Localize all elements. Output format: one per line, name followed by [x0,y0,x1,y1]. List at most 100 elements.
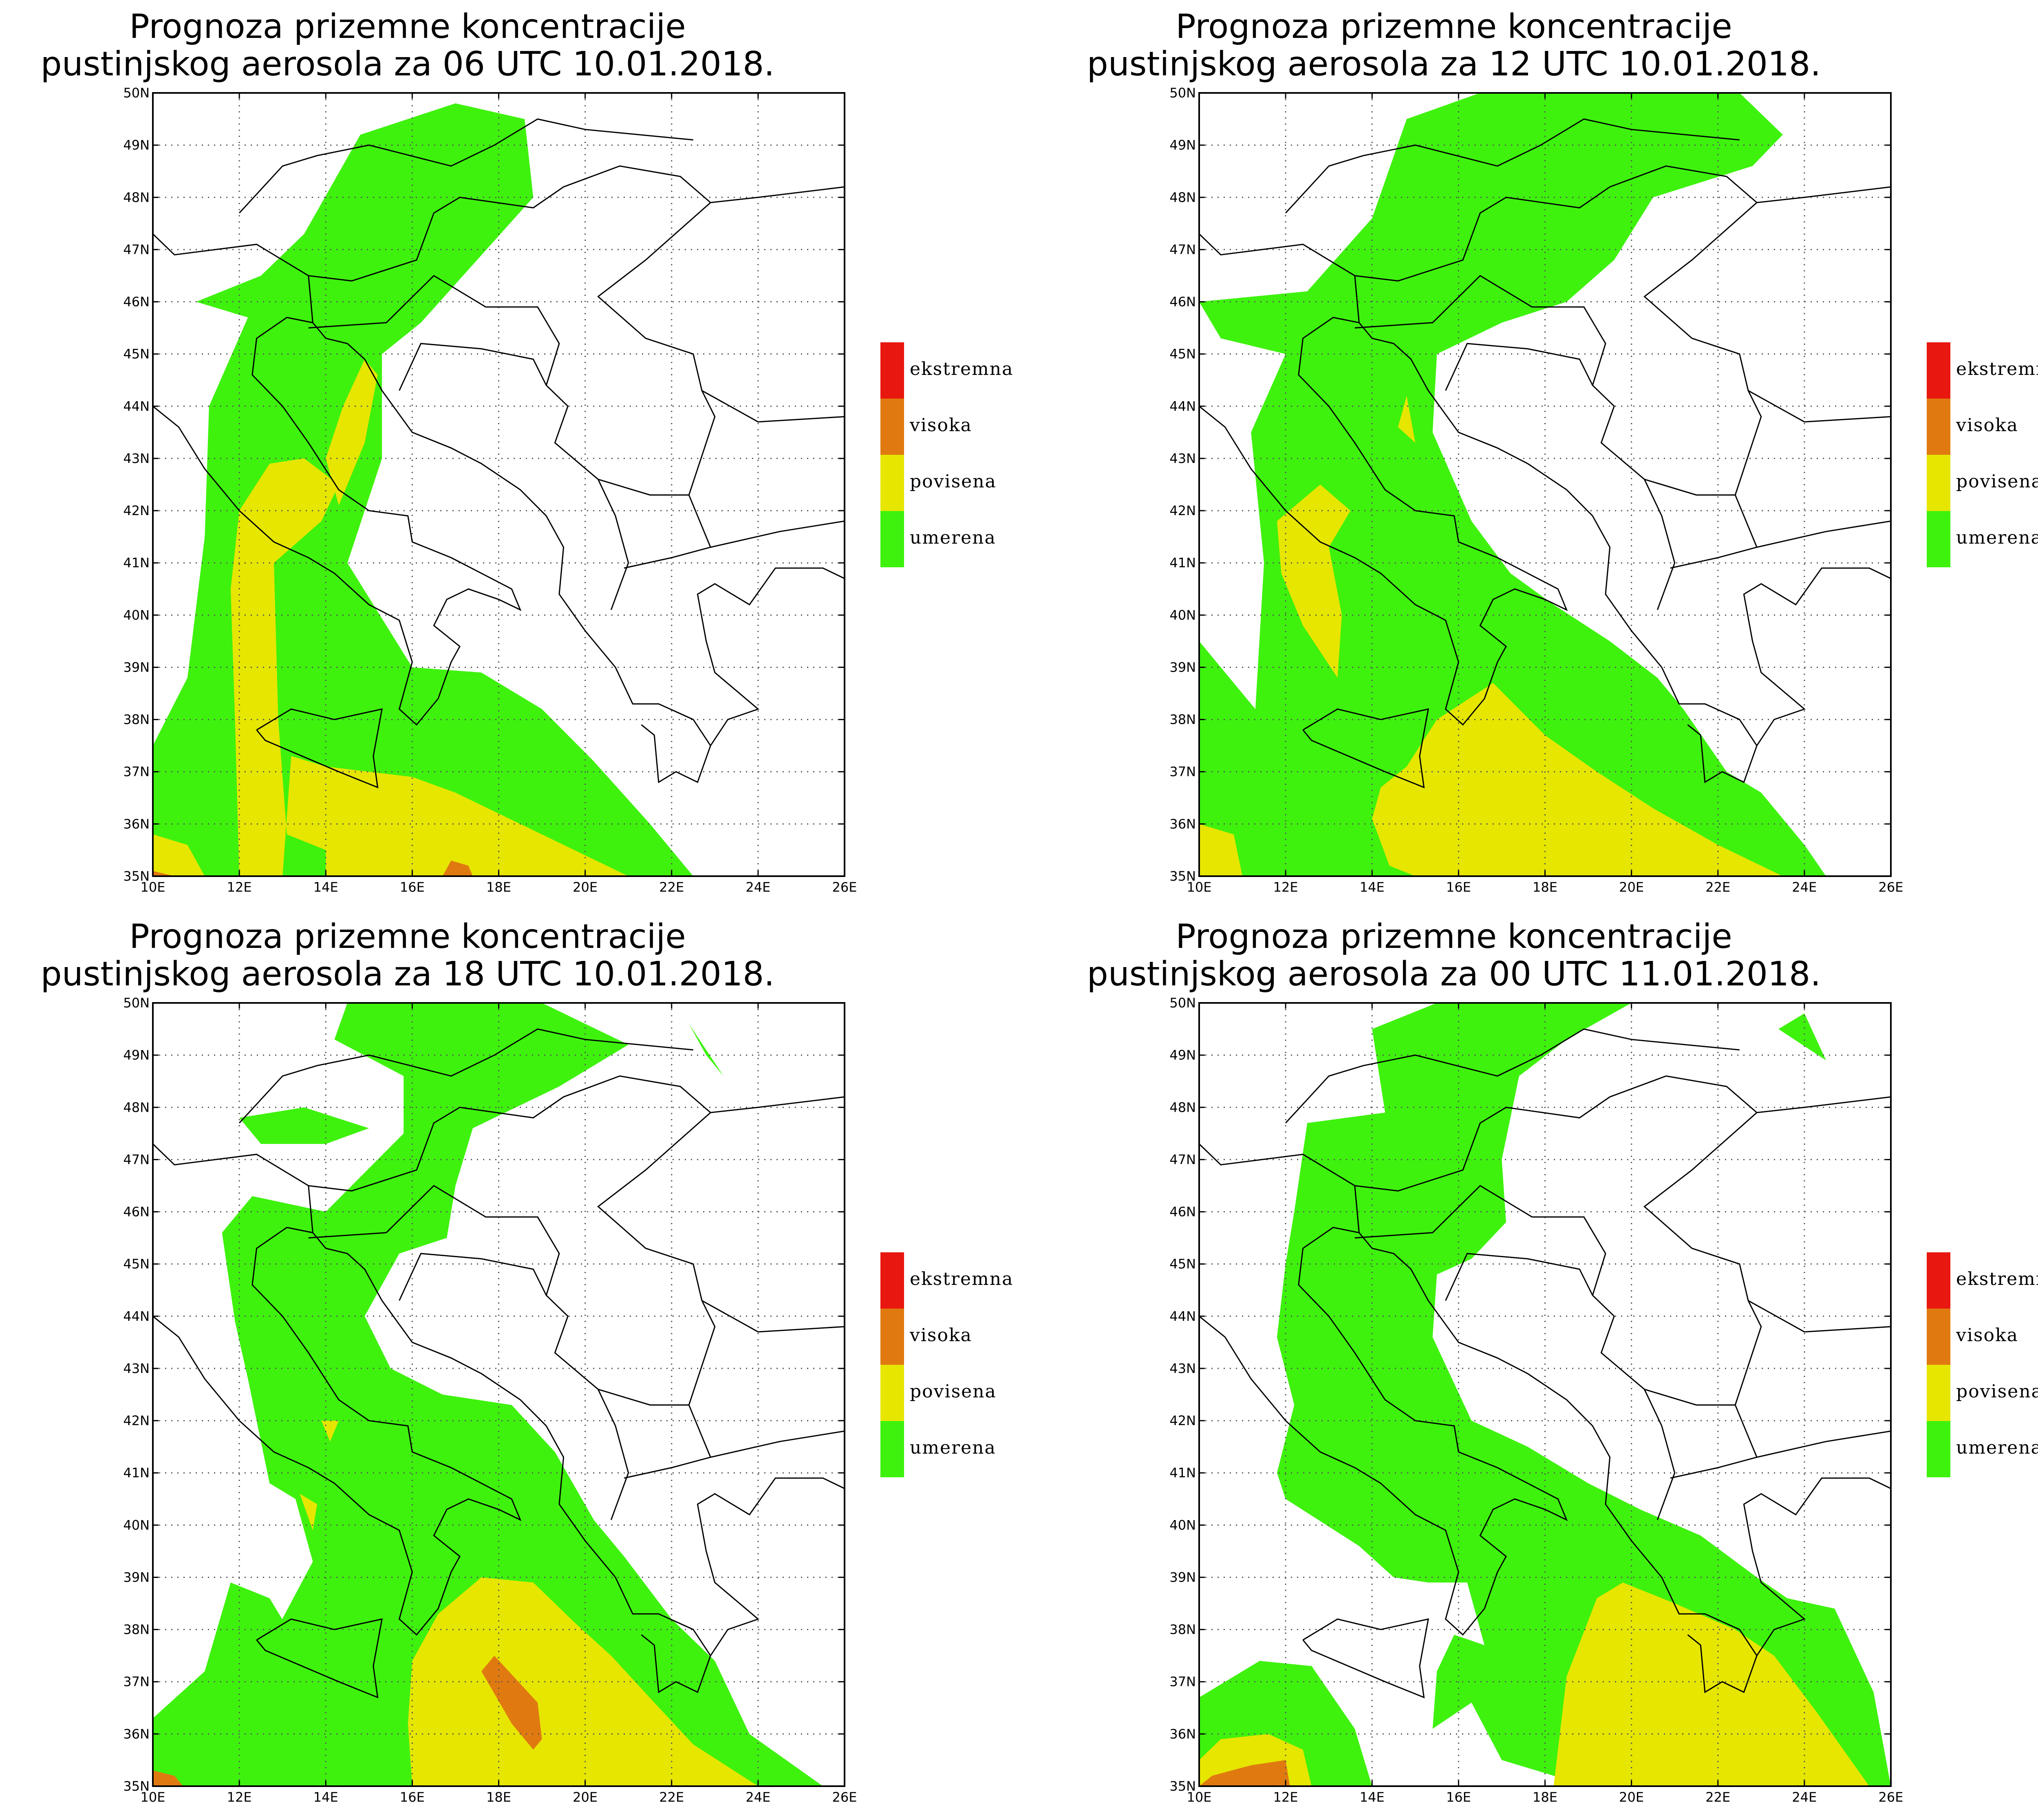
panel-title: Prognoza prizemne koncentracije pustinjsk… [1046,918,1862,993]
lat-tick-label: 50N [1169,995,1196,1011]
legend-swatch [880,1365,904,1421]
geo-bordersA [1199,233,1360,323]
legend-swatch [1927,399,1950,455]
legend-swatch [880,1252,904,1309]
lat-tick-label: 50N [1169,85,1196,101]
field-green-1 [153,1003,823,1786]
field-orange-5 [442,860,473,876]
lat-tick-label: 47N [123,242,150,257]
panel-title-line2: pustinjskog aerosola za 00 UTC 11.01.201… [1087,955,1821,994]
lon-tick-label: 26E [1879,1789,1903,1805]
field-yellow-2 [1277,485,1351,678]
lat-tick-label: 38N [1169,712,1196,727]
lon-tick-label: 14E [1360,879,1385,895]
geo-bordersC [1285,118,1740,214]
lat-tick-label: 48N [1169,1099,1196,1115]
lat-tick-label: 49N [123,1047,150,1063]
legend-swatch [880,1309,904,1365]
lon-tick-label: 26E [832,879,857,895]
lon-tick-label: 14E [1360,1789,1385,1805]
geo-italyWest [1199,317,1568,726]
axis-ticks [1198,92,1892,877]
field-yellow-4 [300,1494,317,1531]
legend-label: umerena [910,1437,996,1458]
legend-label: visoka [1956,1325,2018,1346]
field-yellow-2 [1553,1582,1869,1786]
geo-bordersG [597,202,716,496]
panel-title-line2: pustinjskog aerosola za 12 UTC 10.01.201… [1087,45,1821,84]
concentration-fields [153,103,693,876]
geo-bordersF [598,1388,712,1479]
geo-bordersF [1644,1388,1758,1479]
field-yellow-2 [230,458,629,876]
field-green-8 [689,1024,723,1076]
lat-tick-label: 41N [123,1465,150,1481]
forecast-panel-3: Prognoza prizemne koncentracije pustinjsk… [0,910,1046,1820]
lat-tick-label: 43N [123,1361,150,1376]
lat-tick-label: 46N [1169,1204,1196,1220]
lat-tick-label: 35N [123,868,150,884]
geo-aegean [1743,1477,1891,1656]
graticule [153,1003,845,1786]
lat-tick-label: 49N [1169,137,1196,153]
geo-bordersH [710,1430,845,1458]
axis-ticks [152,1002,845,1787]
lon-tick-label: 26E [832,1789,857,1805]
map-plot-area [1199,93,1891,876]
lon-tick-label: 20E [1619,879,1644,895]
lon-tick-label: 20E [1619,1789,1644,1805]
graticule [1199,1003,1891,1786]
field-yellow-3 [1398,396,1416,443]
lat-tick-label: 43N [1169,451,1196,466]
legend-swatch [1927,342,1950,399]
field-green-6 [1778,1013,1826,1060]
geo-bordersE [399,343,547,391]
field-orange-6 [153,871,174,876]
lon-tick-label: 16E [400,1789,425,1805]
lat-tick-label: 39N [1169,659,1196,675]
geo-aegean [697,1477,845,1656]
geo-bordersE [1445,1253,1593,1301]
lat-tick-label: 45N [123,346,150,362]
geo-bordersC [1285,1028,1740,1124]
lon-tick-label: 10E [141,879,165,895]
forecast-panel-1: Prognoza prizemne koncentracije pustinjsk… [0,0,1046,910]
legend-label: povisena [1956,471,2038,492]
geo-sicily [256,708,383,789]
lon-tick-label: 16E [1446,1789,1471,1805]
field-yellow-4 [1372,683,1783,876]
lon-tick-label: 14E [313,1789,338,1805]
lon-tick-label: 10E [1187,1789,1212,1805]
geo-bordersB [1354,165,1891,282]
lat-tick-label: 36N [123,1726,150,1742]
coastlines-borders [153,118,845,789]
lon-tick-label: 24E [746,879,770,895]
geo-bordersI [701,390,845,423]
panel-title-line1: Prognoza prizemne koncentracije [129,7,686,46]
geo-sicily [1302,708,1429,789]
lon-tick-label: 22E [659,879,684,895]
lon-tick-label: 22E [659,1789,684,1805]
geo-aegean [697,567,845,746]
legend-swatch [1927,455,1950,511]
lat-tick-label: 44N [1169,1309,1196,1324]
legend-label: visoka [910,415,972,436]
geo-bordersG [1643,1112,1762,1406]
legend-swatch [1927,1421,1950,1477]
lon-tick-label: 22E [1705,1789,1730,1805]
legend-swatch [1927,1309,1950,1365]
concentration-fields [1199,1003,1891,1786]
lat-tick-label: 40N [123,1517,150,1533]
legend-label: ekstremna [1956,359,2038,379]
graticule [1199,93,1891,876]
forecast-panel-2: Prognoza prizemne koncentracije pustinjsk… [1046,0,2038,910]
lon-tick-label: 18E [1533,1789,1557,1805]
lat-tick-label: 43N [123,451,150,466]
panel-title: Prognoza prizemne koncentracije pustinjsk… [1046,8,1862,83]
lat-tick-label: 38N [123,712,150,727]
lon-tick-label: 16E [1446,879,1471,895]
geo-bordersB [1354,1075,1891,1192]
legend-label: visoka [1956,415,2018,436]
lat-tick-label: 49N [123,137,150,153]
lat-tick-label: 50N [123,85,150,101]
